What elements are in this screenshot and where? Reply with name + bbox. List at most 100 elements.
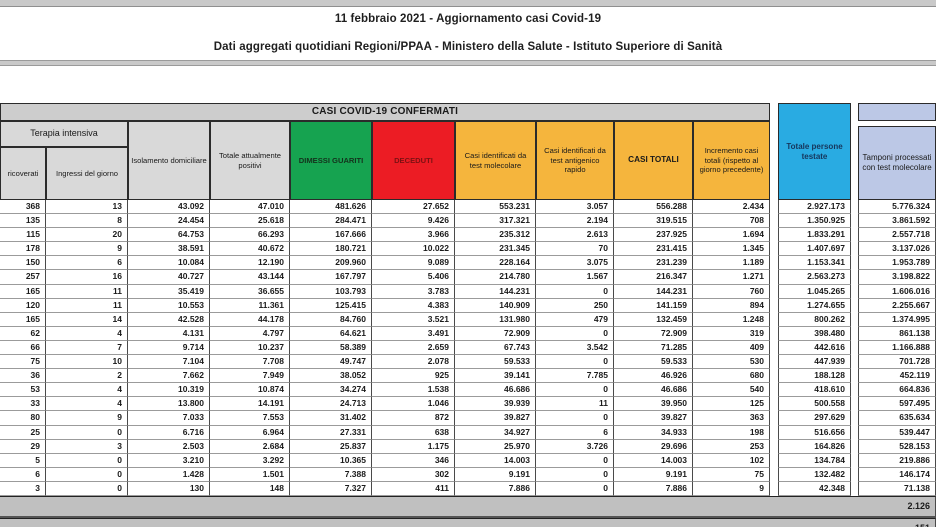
data-cell: 1.567 — [536, 270, 614, 285]
data-cell: 4 — [46, 397, 128, 412]
data-cell: 66.293 — [210, 228, 290, 243]
data-cell: 70 — [536, 242, 614, 257]
data-cell: 664.836 — [858, 383, 936, 398]
column-gap — [770, 369, 778, 384]
data-cell: 2.503 — [128, 439, 210, 454]
data-cell: 42.528 — [128, 312, 210, 327]
column-gap — [851, 214, 858, 229]
data-cell: 25 — [0, 425, 46, 440]
data-cell: 2.613 — [536, 228, 614, 243]
data-cell: 25.837 — [290, 439, 372, 454]
header-tamponi-molecolare: Tamponi processati con test molecolare — [858, 126, 936, 200]
data-cell: 1.153.341 — [778, 256, 851, 271]
data-cell: 6.964 — [210, 425, 290, 440]
data-cell: 9 — [46, 411, 128, 426]
data-cell: 3.542 — [536, 340, 614, 356]
table-row: 165 14 42.528 44.178 84.760 3.521 131.980 479 13… — [0, 312, 936, 327]
column-gap — [851, 355, 858, 370]
data-cell: 452.119 — [858, 369, 936, 384]
data-cell: 638 — [372, 425, 455, 440]
data-cell: 10.237 — [210, 340, 290, 356]
data-cell: 34.927 — [455, 425, 536, 440]
table-row: 29 3 2.503 2.684 25.837 1.175 25.970 3.726 29.69… — [0, 439, 936, 454]
data-cell: 43.144 — [210, 270, 290, 285]
column-gap — [770, 228, 778, 243]
table-row: 178 9 38.591 40.672 180.721 10.022 231.345 70 23… — [0, 242, 936, 257]
data-cell: 9 — [46, 242, 128, 257]
data-cell: 4.797 — [210, 326, 290, 341]
column-gap — [851, 270, 858, 285]
data-cell: 165 — [0, 312, 46, 327]
data-cell: 3.137.026 — [858, 242, 936, 257]
table-row: 135 8 24.454 25.618 284.471 9.426 317.321 2.194… — [0, 214, 936, 229]
data-cell: 253 — [693, 439, 770, 454]
data-cell: 3.726 — [536, 439, 614, 454]
data-cell: 80 — [0, 411, 46, 426]
header-dimessi-guariti: DIMESSI GUARITI — [290, 121, 372, 200]
table-row: 62 4 4.131 4.797 64.621 3.491 72.909 0 72.909 319… — [0, 326, 936, 341]
total-cell: 151 — [0, 517, 936, 527]
data-cell: 7.327 — [290, 481, 372, 496]
data-cell: 235.312 — [455, 228, 536, 243]
data-cell: 39.950 — [614, 397, 693, 412]
data-cell: 102 — [693, 453, 770, 468]
data-cell: 1.538 — [372, 383, 455, 398]
data-cell: 925 — [372, 369, 455, 384]
data-cell: 3.491 — [372, 326, 455, 341]
data-cell: 319 — [693, 326, 770, 341]
data-cell: 8 — [46, 214, 128, 229]
data-cell: 10 — [46, 355, 128, 370]
data-cell: 539.447 — [858, 425, 936, 440]
data-cell: 39.827 — [455, 411, 536, 426]
data-cell: 141.159 — [614, 298, 693, 313]
data-cell: 0 — [536, 467, 614, 482]
data-cell: 31.402 — [290, 411, 372, 426]
data-cell: 530 — [693, 355, 770, 370]
data-cell: 36 — [0, 369, 46, 384]
data-cell: 516.656 — [778, 425, 851, 440]
table-row: 6 0 1.428 1.501 7.388 302 9.191 0 9.191 75 132.482… — [0, 467, 936, 482]
header-ricoverati: ricoverati — [0, 147, 46, 200]
table-row: 257 16 40.727 43.144 167.797 5.406 214.780 1.56… — [0, 270, 936, 285]
data-cell: 1.046 — [372, 397, 455, 412]
data-cell: 284.471 — [290, 214, 372, 229]
data-cell: 59.533 — [614, 355, 693, 370]
data-cell: 46.686 — [455, 383, 536, 398]
data-cell: 680 — [693, 369, 770, 384]
data-cell: 64.621 — [290, 326, 372, 341]
column-gap — [851, 439, 858, 454]
data-cell: 231.239 — [614, 256, 693, 271]
column-gap — [770, 453, 778, 468]
data-cell: 1.407.697 — [778, 242, 851, 257]
data-cell: 297.629 — [778, 411, 851, 426]
data-cell: 34.933 — [614, 425, 693, 440]
covid-data-table: CASI COVID-19 CONFERMATI Terapia intensi… — [0, 103, 936, 527]
data-cell: 144.231 — [455, 284, 536, 299]
table-row: 150 6 10.084 12.190 209.960 9.089 228.164 3.075… — [0, 256, 936, 271]
data-cell: 0 — [46, 425, 128, 440]
data-cell: 7.785 — [536, 369, 614, 384]
data-cell: 135 — [0, 214, 46, 229]
data-cell: 167.797 — [290, 270, 372, 285]
data-cell: 44.178 — [210, 312, 290, 327]
data-cell: 479 — [536, 312, 614, 327]
column-gap — [851, 284, 858, 299]
data-cell: 39.827 — [614, 411, 693, 426]
data-cell: 47.010 — [210, 200, 290, 215]
data-cell: 2.255.667 — [858, 298, 936, 313]
data-cell: 7.388 — [290, 467, 372, 482]
data-cell: 39.141 — [455, 369, 536, 384]
data-cell: 140.909 — [455, 298, 536, 313]
data-cell: 35.419 — [128, 284, 210, 299]
data-cell: 3.783 — [372, 284, 455, 299]
column-gap — [851, 242, 858, 257]
column-gap — [851, 340, 858, 356]
table-row: 3 0 130 148 7.327 411 7.886 0 7.886 9 42.348 71.138 — [0, 481, 936, 496]
data-cell: 3.198.822 — [858, 270, 936, 285]
data-cell: 38.052 — [290, 369, 372, 384]
data-cell: 0 — [536, 481, 614, 496]
data-cell: 165 — [0, 284, 46, 299]
data-cell: 2.927.173 — [778, 200, 851, 215]
data-cell: 131.980 — [455, 312, 536, 327]
column-gap — [770, 355, 778, 370]
